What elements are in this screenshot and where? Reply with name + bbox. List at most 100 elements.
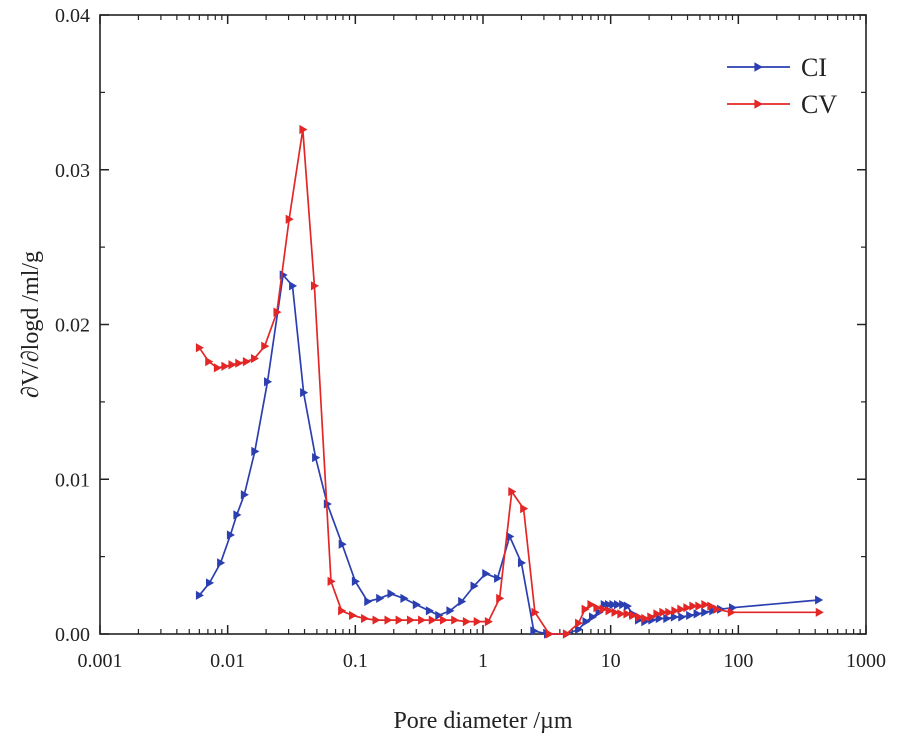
data-point-ci [623,601,632,611]
data-point-cv [575,618,584,628]
data-point-cv [689,601,698,611]
data-point-ci [670,612,679,622]
y-axis-label: ∂V/∂logd /ml/g [18,251,44,398]
x-tick-label: 100 [723,650,753,672]
data-point-cv [617,609,626,619]
data-point-cv [439,615,449,625]
x-tick-label: 1 [478,650,488,672]
y-tick-label: 0.03 [55,160,90,182]
y-tick-label: 0.01 [55,469,90,491]
data-point-cv [520,504,529,514]
data-point-cv [677,604,686,614]
x-tick-label: 1000 [846,650,886,672]
data-point-cv [707,601,716,611]
data-point-cv [545,629,554,639]
data-point-cv [462,617,471,627]
data-point-ci [693,609,702,619]
data-point-cv [635,612,644,622]
plot-frame [99,14,867,635]
data-point-ci [613,599,623,610]
y-tick-label: 0.02 [55,315,90,337]
plot-border [99,14,867,635]
y-tick-label: 0.00 [55,624,90,646]
data-point-ci [376,593,385,604]
data-point-cv [713,604,722,614]
data-point-ci [425,606,434,616]
data-point-cv [641,613,650,624]
data-point-cv [671,606,680,616]
data-point-ci [609,599,618,610]
data-point-cv [683,603,692,613]
series-line-ci [198,274,819,635]
tick-labels: 0.001 0.01 0.1 1 10 100 1000 0.00 0.01 0.02 0.03 0.… [55,5,886,672]
data-point-ci [206,578,215,588]
data-point-ci [530,626,539,636]
legend-marker [754,62,763,72]
data-point-ci [233,510,242,520]
data-point-cv [285,214,294,224]
data-point-cv [338,606,347,616]
data-point-cv [299,124,308,135]
legend-label: CI [801,53,827,82]
data-point-cv [508,487,517,497]
data-point-cv [484,617,493,627]
data-point-ci [446,606,455,616]
data-point-ci [506,531,515,542]
data-point-ci [709,606,718,616]
data-point-ci [251,446,260,456]
data-point-cv [273,307,282,317]
data-point-cv [228,360,237,370]
data-point-cv [221,361,230,371]
data-point-ci [701,607,710,617]
data-point-ci [338,539,347,549]
data-point-cv [384,615,393,625]
data-point-cv [623,609,632,619]
series-ci [195,270,824,639]
data-point-cv [235,358,244,368]
data-point-cv [605,606,614,616]
data-point-cv [727,607,736,617]
data-point-cv [349,610,358,621]
x-tick-label: 0.01 [210,650,245,672]
data-point-cv [496,593,505,604]
series-layer [195,124,824,639]
data-point-ci [364,596,373,607]
data-point-ci [435,610,444,621]
data-point-cv [406,615,416,625]
data-point-ci [482,569,491,579]
data-point-ci [655,613,664,624]
data-point-cv [695,601,704,611]
data-point-ci [412,599,421,610]
data-point-cv [205,357,214,367]
data-point-cv [473,617,482,627]
data-point-cv [361,613,370,624]
data-point-cv [418,615,427,625]
data-point-cv [659,607,668,617]
data-point-ci [815,595,824,605]
data-point-cv [195,343,204,353]
data-point-cv [629,610,638,621]
data-point-cv [242,357,251,367]
data-point-ci [604,599,614,610]
data-point-ci [517,558,527,568]
data-point-ci [589,612,598,622]
data-point-cv [451,615,460,625]
data-point-ci [264,377,273,387]
data-point-ci [289,281,298,291]
data-point-cv [327,576,336,586]
data-point-cv [581,604,590,614]
x-tick-label: 0.001 [78,650,123,672]
data-point-cv [599,604,608,614]
data-point-ci [240,490,249,500]
data-point-ci [619,599,628,610]
data-point-cv [587,599,596,610]
data-point-cv [250,353,260,364]
data-point-ci [582,617,591,627]
axis-ticks [99,14,867,635]
data-point-cv [310,281,320,291]
legend-entry-ci: CI [727,53,827,82]
data-point-ci [400,593,409,604]
data-point-cv [213,363,222,373]
series-line-cv [198,128,820,635]
